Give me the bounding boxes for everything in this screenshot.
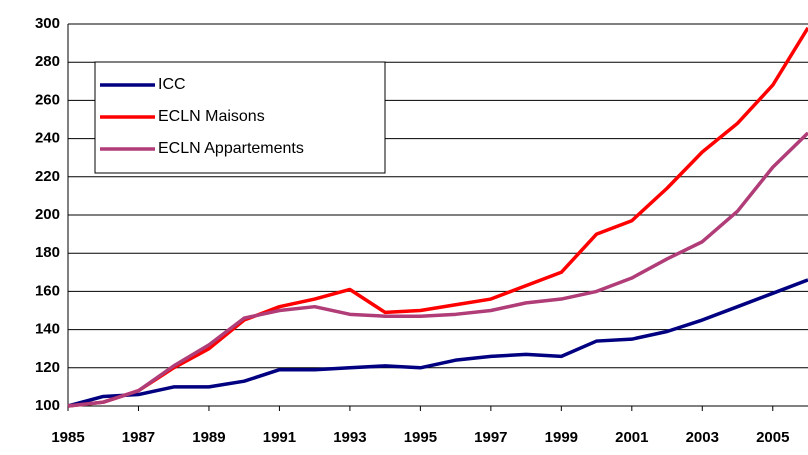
x-tick-label: 2001: [615, 429, 648, 446]
legend-label: ICC: [158, 76, 186, 93]
y-tick-label: 160: [35, 282, 60, 299]
x-tick-label: 1999: [545, 429, 578, 446]
x-tick-label: 2003: [686, 429, 719, 446]
x-tick-label: 1985: [51, 429, 84, 446]
legend-label: ECLN Appartements: [158, 140, 304, 157]
y-tick-label: 180: [35, 244, 60, 261]
x-tick-label: 1997: [474, 429, 507, 446]
series-line: [67, 278, 808, 408]
series-line: [67, 26, 808, 408]
x-tick-label: 1987: [122, 429, 155, 446]
series-line: [67, 131, 808, 408]
y-tick-label: 260: [35, 91, 60, 108]
y-tick-label: 140: [35, 321, 60, 338]
x-tick-label: 1991: [263, 429, 296, 446]
x-tick-label: 1993: [333, 429, 366, 446]
y-tick-label: 220: [35, 168, 60, 185]
y-tick-label: 300: [35, 15, 60, 32]
y-tick-label: 280: [35, 53, 60, 70]
x-tick-label: 1995: [404, 429, 437, 446]
legend-label: ECLN Maisons: [158, 108, 265, 125]
y-tick-label: 100: [35, 397, 60, 414]
x-tick-label: 2005: [756, 429, 789, 446]
y-tick-label: 200: [35, 206, 60, 223]
x-tick-label: 1989: [192, 429, 225, 446]
y-tick-label: 120: [35, 359, 60, 376]
y-tick-label: 240: [35, 130, 60, 147]
